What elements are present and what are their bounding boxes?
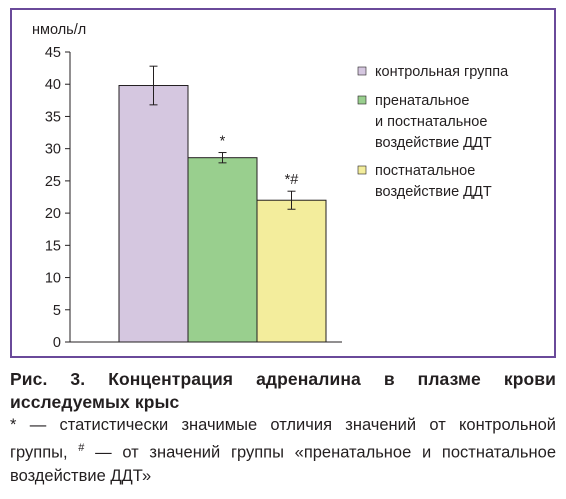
bar <box>118 85 189 343</box>
caption-note-sup: # <box>78 442 85 454</box>
bar-chart: нмоль/л 0 5 10 15 20 25 30 35 40 45 * *# контрольная … <box>32 22 509 351</box>
y-tick-label: 5 <box>53 303 61 319</box>
y-tick-label: 25 <box>45 174 61 190</box>
legend-label: воздействие ДДТ <box>375 135 492 151</box>
y-tick-label: 45 <box>45 45 61 61</box>
legend-label: контрольная группа <box>375 64 509 80</box>
legend-swatch <box>357 66 367 76</box>
y-tick-label: 35 <box>45 109 61 125</box>
figure-caption: Рис. 3. Концентрация адреналина в плазме… <box>10 368 556 488</box>
y-tick-label: 15 <box>45 238 61 254</box>
caption-note-part2: — от значений группы «пренатальное и пос… <box>10 443 556 485</box>
caption-note: * — статистически значимые отличия значе… <box>10 414 556 488</box>
y-tick-label: 0 <box>53 335 61 351</box>
caption-note-part1: * — статистически значимые отличия значе… <box>10 416 556 462</box>
y-tick-label: 40 <box>45 77 61 93</box>
legend-label: пренатальное <box>375 93 469 109</box>
significance-marker: * <box>220 134 226 150</box>
bar <box>256 199 327 343</box>
legend-label: постнатальное <box>375 163 475 179</box>
y-tick-label: 10 <box>45 271 61 287</box>
chart-frame: нмоль/л 0 5 10 15 20 25 30 35 40 45 * *# контрольная … <box>10 8 556 358</box>
legend-label: и постнатальное <box>375 114 487 130</box>
caption-title: Рис. 3. Концентрация адреналина в плазме… <box>10 369 556 412</box>
y-tick-label: 30 <box>45 142 61 158</box>
legend-swatch <box>357 165 367 175</box>
y-tick-label: 20 <box>45 206 61 222</box>
y-axis-label: нмоль/л <box>32 22 86 38</box>
legend-swatch <box>357 95 367 105</box>
legend-label: воздействие ДДТ <box>375 184 492 200</box>
significance-marker: *# <box>285 172 299 188</box>
bar <box>187 157 258 343</box>
